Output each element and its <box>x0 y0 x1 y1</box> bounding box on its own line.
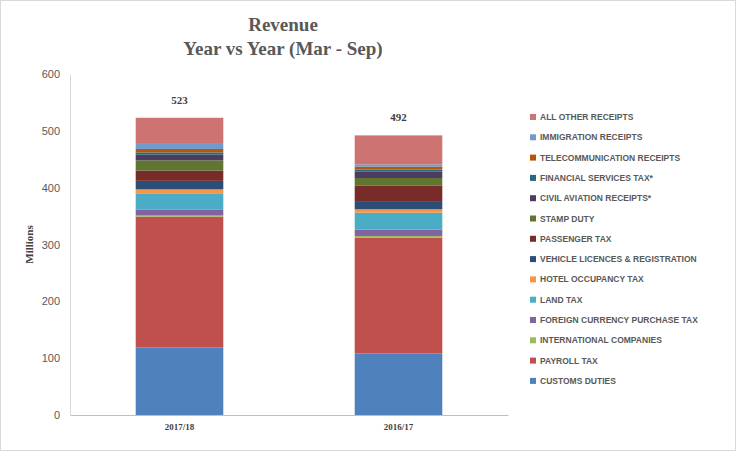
y-axis-line <box>70 75 71 416</box>
legend-label: CIVIL AVIATION RECEIPTS* <box>540 193 652 203</box>
legend-label: VEHICLE LICENCES & REGISTRATION <box>540 254 697 264</box>
y-axis: 0 100 200 300 400 500 600 <box>42 68 71 421</box>
legend-label: LAND TAX <box>540 295 583 305</box>
title: Revenue <box>248 14 318 35</box>
x-tick-label: 2017/18 <box>165 422 195 432</box>
legend-label: TELECOMMUNICATION RECEIPTS <box>540 153 680 163</box>
y-axis-title: Millions <box>23 225 35 264</box>
bar-segment <box>136 210 224 216</box>
legend-swatch <box>530 216 536 222</box>
bars <box>136 118 443 415</box>
y-tick-label: 600 <box>42 68 60 80</box>
bar-segment <box>355 202 443 209</box>
subtitle: Year vs Year (Mar - Sep) <box>183 38 382 60</box>
y-tick: 600 <box>42 68 70 80</box>
legend-swatch <box>530 195 536 201</box>
legend-swatch <box>530 134 536 140</box>
y-tick-label: 500 <box>42 125 60 137</box>
bar-segment <box>136 118 224 144</box>
bar-segment <box>355 354 443 415</box>
bar-segment <box>355 209 443 212</box>
legend-swatch <box>530 155 536 161</box>
y-tick: 300 <box>42 239 70 251</box>
legend-label: PAYROLL TAX <box>540 356 598 366</box>
total-label: 523 <box>171 94 188 106</box>
legend: ALL OTHER RECEIPTS IMMIGRATION RECEIPTS TE… <box>530 112 698 386</box>
bar-segment <box>136 152 224 154</box>
bar-segment <box>355 185 443 201</box>
bar-segment <box>136 160 224 170</box>
total-label: 492 <box>390 111 407 123</box>
legend-swatch <box>530 236 536 242</box>
bar-segment <box>355 169 443 171</box>
legend-swatch <box>530 378 536 384</box>
legend-swatch <box>530 358 536 364</box>
frame <box>1 1 736 451</box>
y-tick: 500 <box>42 125 70 137</box>
bar-segment <box>355 230 443 236</box>
y-tick: 100 <box>42 352 70 364</box>
bar-segment <box>136 189 224 194</box>
bar-segment <box>136 347 224 415</box>
legend-swatch <box>530 175 536 181</box>
legend-swatch <box>530 276 536 282</box>
bar-segment <box>355 236 443 238</box>
bar-segment <box>136 144 224 149</box>
bar-segment <box>355 135 443 164</box>
legend-swatch <box>530 114 536 120</box>
legend-label: STAMP DUTY <box>540 214 595 224</box>
y-tick-label: 400 <box>42 182 60 194</box>
legend-label: INTERNATIONAL COMPANIES <box>540 335 662 345</box>
bar-segment <box>355 238 443 354</box>
legend-swatch <box>530 317 536 323</box>
legend-label: FINANCIAL SERVICES TAX* <box>540 173 654 183</box>
y-tick-label: 100 <box>42 352 60 364</box>
y-tick: 200 <box>42 295 70 307</box>
bar-segment <box>136 194 224 210</box>
chart: Revenue Year vs Year (Mar - Sep) Millions 0… <box>0 0 736 451</box>
legend-label: CUSTOMS DUTIES <box>540 376 616 386</box>
legend-label: ALL OTHER RECEIPTS <box>540 112 634 122</box>
y-tick-label: 0 <box>54 409 60 421</box>
bar-segment <box>136 181 224 190</box>
bar-segment <box>136 155 224 161</box>
legend-label: HOTEL OCCUPANCY TAX <box>540 274 644 284</box>
legend-label: IMMIGRATION RECEIPTS <box>540 132 643 142</box>
y-tick: 400 <box>42 182 70 194</box>
bar-segment <box>136 216 224 217</box>
legend-label: FOREIGN CURRENCY PURCHASE TAX <box>540 315 698 325</box>
x-axis-line <box>71 415 509 416</box>
bar-segment <box>136 217 224 348</box>
legend-swatch <box>530 256 536 262</box>
x-tick-label: 2016/17 <box>384 422 414 432</box>
x-tick: 2016/17 <box>384 422 414 432</box>
bar-segment <box>355 178 443 185</box>
bar-segment <box>355 213 443 230</box>
y-tick: 0 <box>54 409 70 421</box>
bar-segment <box>355 172 443 178</box>
totals: 523 492 <box>171 94 407 124</box>
bar-segment <box>136 171 224 181</box>
bar-segment <box>355 164 443 166</box>
bar-segment <box>136 149 224 152</box>
y-tick-label: 300 <box>42 239 60 251</box>
legend-swatch <box>530 337 536 343</box>
legend-label: PASSENGER TAX <box>540 234 612 244</box>
y-tick-label: 200 <box>42 295 60 307</box>
x-axis: 2017/18 2016/17 <box>71 416 509 433</box>
x-tick: 2017/18 <box>165 422 195 432</box>
bar-segment <box>355 167 443 170</box>
legend-swatch <box>530 297 536 303</box>
